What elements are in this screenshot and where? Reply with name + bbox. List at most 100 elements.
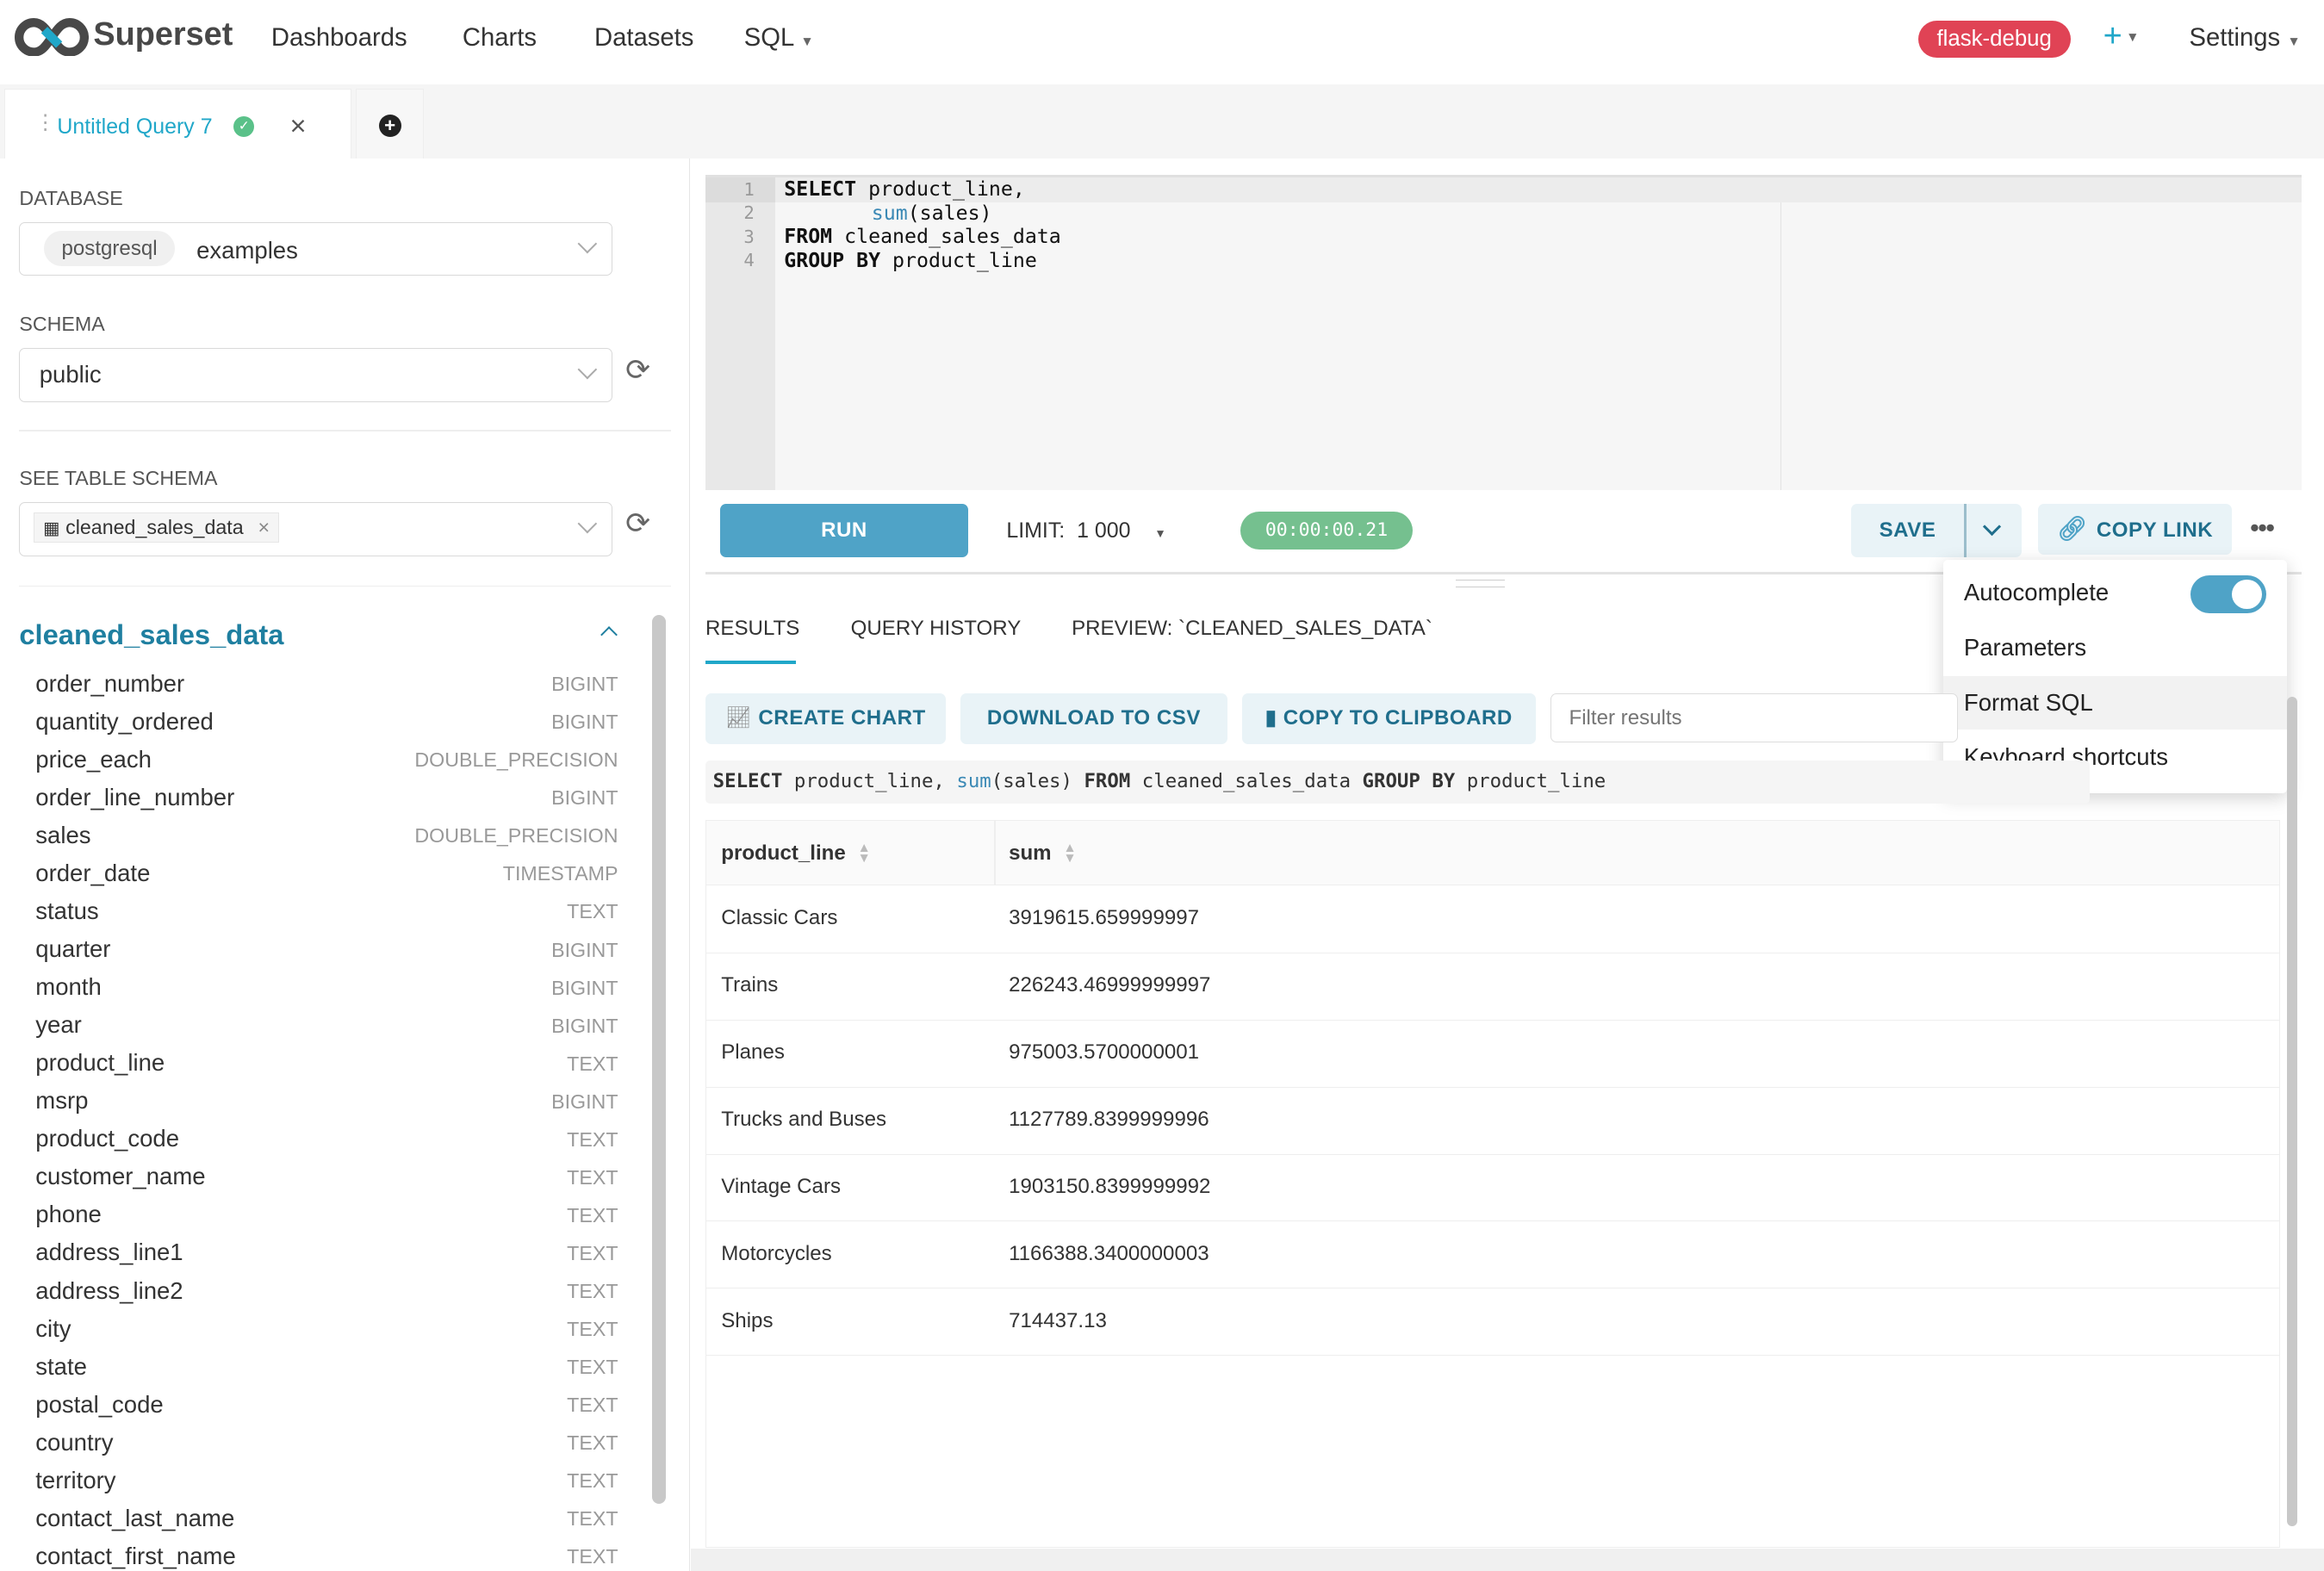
limit-label: LIMIT: (1006, 518, 1066, 543)
chevron-down-icon (577, 513, 597, 533)
database-type-tag: postgresql (43, 230, 176, 267)
cell-product-line: Classic Cars (721, 906, 838, 930)
table-tag: ▦ cleaned_sales_data × (33, 512, 280, 543)
new-menu-button[interactable]: + ▼ (2103, 17, 2140, 54)
nav-sql[interactable]: SQL ▼ (744, 24, 814, 53)
column-type: BIGINT (551, 786, 618, 810)
column-item: price_each DOUBLE_PRECISION (35, 746, 618, 773)
superset-logo[interactable] (15, 17, 90, 63)
table-select[interactable]: ▦ cleaned_sales_data × (19, 502, 612, 556)
column-type: TEXT (567, 1127, 618, 1151)
column-type: TEXT (567, 1469, 618, 1493)
table-row: Motorcycles 1166388.3400000003 (706, 1221, 2279, 1289)
table-row: Vintage Cars 1903150.8399999992 (706, 1154, 2279, 1222)
nav-datasets[interactable]: Datasets (594, 23, 694, 52)
results-scrollbar[interactable] (2287, 696, 2298, 1527)
column-item: status TEXT (35, 897, 618, 925)
copy-link-label: COPY LINK (2096, 518, 2214, 543)
schema-select[interactable]: public (19, 348, 612, 402)
database-select[interactable]: postgresql examples (19, 222, 612, 276)
save-dropdown-button[interactable] (1963, 504, 2022, 557)
run-button[interactable]: RUN (720, 504, 968, 557)
chevron-up-icon[interactable] (600, 625, 618, 643)
link-icon: 🔗︎ (2057, 515, 2088, 543)
code-line-3: FROM cleaned_sales_data (784, 225, 1061, 249)
drag-handle-icon[interactable]: ⋮ (34, 111, 56, 135)
tab-preview[interactable]: PREVIEW: `CLEANED_SALES_DATA` (1072, 616, 1432, 640)
query-tab-bar: ⋮ Untitled Query 7 ✓ × + (0, 84, 2324, 160)
caret-down-icon: ▼ (800, 34, 814, 49)
chevron-down-icon (1983, 517, 2002, 537)
limit-value: 1 000 (1077, 518, 1131, 543)
environment-badge: flask-debug (1917, 21, 2071, 59)
menu-item-parameters[interactable]: Parameters (1963, 633, 2087, 661)
column-name: contact_first_name (35, 1542, 236, 1569)
column-header-product-line[interactable]: product_line ▲ ▼ (721, 841, 871, 866)
query-toolbar (705, 491, 2302, 575)
column-item: month BIGINT (35, 973, 618, 1001)
refresh-schema-icon[interactable]: ⟳ (625, 353, 650, 387)
column-type: BIGINT (551, 711, 618, 734)
filter-results-input[interactable] (1550, 693, 1959, 743)
download-csv-button[interactable]: DOWNLOAD TO CSV (960, 693, 1227, 744)
close-tab-icon[interactable]: × (289, 109, 307, 141)
column-item: address_line1 TEXT (35, 1239, 618, 1266)
column-item: postal_code TEXT (35, 1391, 618, 1419)
table-row: Ships 714437.13 (706, 1288, 2279, 1357)
column-name: country (35, 1428, 114, 1456)
caret-down-icon: ▼ (2287, 34, 2301, 49)
copy-link-button[interactable]: 🔗︎ COPY LINK (2037, 504, 2233, 555)
brand-name[interactable]: Superset (93, 16, 233, 53)
query-tab[interactable]: ⋮ Untitled Query 7 ✓ × (4, 89, 352, 160)
column-name: order_number (35, 669, 185, 697)
autocomplete-toggle[interactable] (2190, 574, 2266, 614)
sidebar-scrollbar[interactable] (652, 615, 666, 1505)
column-name: product_code (35, 1125, 180, 1152)
add-tab-button[interactable]: + (355, 89, 425, 160)
menu-item-format-sql[interactable]: Format SQL (1942, 675, 2288, 730)
sql-editor[interactable]: 1 2 3 4 SELECT product_line, sum(sales) … (705, 175, 2302, 491)
editor-gutter (705, 177, 775, 491)
column-item: sales DOUBLE_PRECISION (35, 822, 618, 849)
remove-table-icon[interactable]: × (258, 516, 270, 539)
column-name: month (35, 973, 102, 1001)
resize-handle[interactable] (1455, 579, 1505, 587)
table-schema-label: SEE TABLE SCHEMA (19, 467, 218, 489)
column-name: price_each (35, 745, 152, 773)
nav-charts[interactable]: Charts (462, 23, 537, 52)
tab-results[interactable]: RESULTS (705, 616, 800, 640)
column-type: BIGINT (551, 1014, 618, 1037)
settings-menu[interactable]: Settings ▼ (2189, 24, 2300, 53)
infinity-logo-icon (15, 17, 90, 57)
active-line (774, 177, 2302, 203)
column-name: contact_last_name (35, 1504, 235, 1531)
column-item: country TEXT (35, 1429, 618, 1456)
menu-item-autocomplete[interactable]: Autocomplete (1943, 566, 2287, 619)
table-title[interactable]: cleaned_sales_data (19, 618, 284, 650)
nav-sql-label: SQL (743, 23, 794, 52)
tab-query-history[interactable]: QUERY HISTORY (850, 616, 1022, 640)
cell-sum: 3919615.659999997 (1009, 906, 1200, 930)
column-header-sum[interactable]: sum ▲ ▼ (1009, 841, 1077, 866)
column-name: status (35, 897, 99, 925)
column-name: address_line1 (35, 1239, 183, 1266)
horizontal-scrollbar[interactable] (690, 1549, 2324, 1571)
nav-dashboards[interactable]: Dashboards (270, 23, 407, 52)
refresh-tables-icon[interactable]: ⟳ (625, 507, 650, 541)
column-type: TEXT (567, 1318, 618, 1341)
cell-sum: 975003.5700000001 (1009, 1040, 1200, 1065)
limit-dropdown[interactable]: LIMIT: 1 000 ▼ (1006, 518, 1166, 543)
code-line-4: GROUP BY product_line (784, 248, 1037, 272)
caret-down-icon: ▼ (1154, 527, 1166, 541)
column-item: order_date TIMESTAMP (35, 860, 618, 887)
copy-clipboard-button[interactable]: ▮ COPY TO CLIPBOARD (1241, 693, 1536, 744)
cell-product-line: Vintage Cars (721, 1175, 842, 1199)
more-options-icon[interactable]: ••• (2250, 512, 2275, 543)
plus-icon: + (2103, 17, 2122, 54)
save-button[interactable]: SAVE (1851, 504, 1964, 557)
cell-product-line: Ships (721, 1309, 774, 1333)
column-item: state TEXT (35, 1353, 618, 1381)
create-chart-button[interactable]: 📈︎ CREATE CHART (705, 693, 946, 744)
query-tab-title[interactable]: Untitled Query 7 (57, 115, 213, 140)
cell-product-line: Trains (721, 973, 779, 997)
